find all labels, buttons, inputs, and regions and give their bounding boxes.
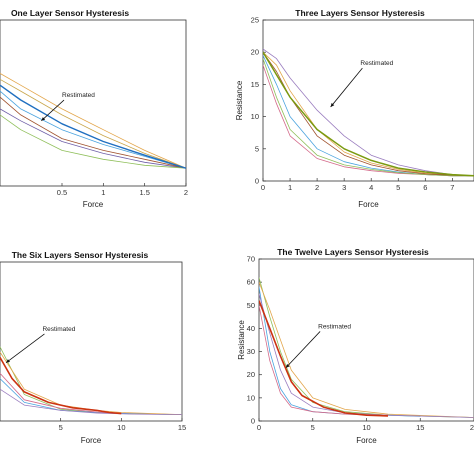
annotation-arrow [41,99,65,122]
annotation-label: Restimated [42,326,75,333]
plot-area [0,19,187,187]
chart-title: The Twelve Layers Sensor Hysteresis [277,247,429,257]
x-tick-label: 10 [117,423,125,432]
annotation-arrowhead [6,359,10,363]
annotation-arrowhead [330,103,335,107]
x-tick-label: 20 [470,423,474,432]
y-tick-label: 20 [251,48,259,57]
series-line-6 [259,300,389,417]
series-line-4 [0,108,186,169]
plot-area [262,19,474,182]
series-line-6 [0,357,122,415]
x-tick-label: 3 [342,183,346,192]
y-tick-label: 25 [251,16,259,25]
y-tick-label: 60 [247,278,255,287]
x-tick-label: 7 [450,183,454,192]
x-tick-label: 2 [184,188,188,197]
y-tick-label: 50 [247,301,255,310]
y-tick-label: 5 [255,144,259,153]
annotation-label: Restimated [62,92,95,99]
series-line-7 [0,84,186,169]
x-tick-label: 15 [178,423,186,432]
y-tick-label: 0 [251,417,255,426]
x-tick-label: 15 [416,423,424,432]
x-tick-label: 0 [257,423,261,432]
series-line-5 [0,114,186,169]
annotation-arrowhead [285,363,290,368]
y-tick-label: 10 [251,112,259,121]
annotation-arrowhead [41,117,46,121]
x-tick-label: 4 [369,183,373,192]
x-tick-label: 5 [59,423,63,432]
x-tick-label: 5 [311,423,315,432]
x-axis-label: Force [358,200,379,209]
y-axis-label: Resistance [235,80,244,120]
x-tick-label: 0.5 [57,188,67,197]
chart-title: Three Layers Sensor Hysteresis [295,8,425,18]
annotation-arrow [5,333,45,364]
x-tick-label: 2 [315,183,319,192]
x-tick-label: 6 [423,183,427,192]
y-tick-label: 20 [247,370,255,379]
y-tick-label: 70 [247,255,255,264]
plot-area [258,258,474,422]
x-tick-label: 1 [288,183,292,192]
x-tick-label: 10 [362,423,370,432]
x-tick-label: 1 [101,188,105,197]
x-tick-label: 0 [261,183,265,192]
annotation-label: Restimated [360,60,393,67]
x-axis-label: Force [356,436,377,445]
chart-panel-1: One Layer Sensor Hysteresis 0.5 1 1.5 2 Force… [0,8,188,209]
series-line-6 [0,96,186,169]
y-axis-label: Resistance [237,320,246,360]
chart-title: The Six Layers Sensor Hysteresis [12,250,149,260]
y-tick-label: 30 [247,347,255,356]
annotation-arrow [330,67,363,108]
series-line-5 [259,305,389,416]
series-line-3 [0,78,186,169]
x-axis-label: Force [83,200,104,209]
chart-title: One Layer Sensor Hysteresis [11,8,129,18]
chart-panel-2: Three Layers Sensor Hysteresis 0 1 2 3 4 5 6 7 0 5… [235,8,474,209]
x-tick-label: 5 [396,183,400,192]
plot-area [0,261,183,422]
annotation-arrow [285,331,321,369]
chart-panel-4: The Twelve Layers Sensor Hysteresis 0 5 10 1… [237,247,474,445]
y-tick-label: 0 [255,177,259,186]
series-line-2 [0,73,186,169]
x-axis-label: Force [81,436,102,445]
y-tick-label: 40 [247,324,255,333]
series-line-5 [263,58,474,177]
series-line-7 [263,51,474,177]
x-tick-label: 1.5 [139,188,149,197]
y-tick-label: 15 [251,80,259,89]
series-line-4 [0,388,182,415]
y-tick-label: 10 [247,393,255,402]
annotation-label: Restimated [318,323,351,330]
series-line-6 [263,51,474,177]
series-line-1 [0,90,186,169]
series-line-3 [259,281,474,418]
chart-panel-3: The Six Layers Sensor Hysteresis 5 10 15 For… [0,250,186,445]
